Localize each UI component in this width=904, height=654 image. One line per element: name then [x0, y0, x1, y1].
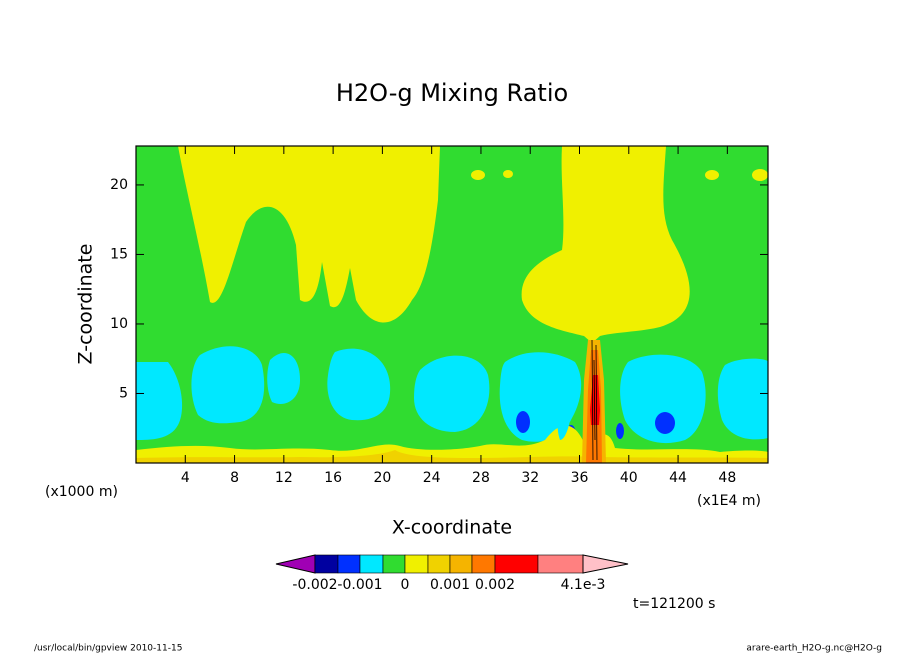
contour-field [136, 146, 768, 463]
contour-fill [705, 170, 719, 180]
colorbar-tick-label: 0.002 [475, 577, 515, 593]
x-tick-label: 20 [373, 470, 391, 486]
contour-fill [521, 146, 690, 343]
y-axis-label: Z-coordinate [75, 244, 97, 365]
x-tick-label: 24 [423, 470, 441, 486]
x-unit-label: (x1000 m) [45, 484, 118, 500]
x-tick-label: 12 [275, 470, 293, 486]
contour-fill [503, 170, 513, 178]
colorbar-extend [582, 554, 629, 574]
colorbar-tick-label: 0.001 [430, 577, 470, 593]
x-tick-label: 44 [669, 470, 687, 486]
x-tick-label: 32 [521, 470, 539, 486]
x-tick-label: 28 [472, 470, 490, 486]
x-tick-label: 40 [620, 470, 638, 486]
colorbar-box [404, 554, 429, 574]
contour-fill [414, 355, 490, 432]
contour-fill [516, 411, 530, 433]
footer: /usr/local/bin/gpview 2010-11-15 [34, 644, 182, 654]
colorbar-box [449, 554, 473, 574]
colorbar-box [382, 554, 406, 574]
colorbar-box [427, 554, 451, 574]
contour-lines [591, 339, 598, 461]
colorbar-extend [275, 554, 316, 574]
y-tick-label: 10 [110, 316, 128, 332]
x-tick-label: 4 [181, 470, 190, 486]
colorbar-tick-label: -0.002 [292, 577, 337, 593]
contour-fill [136, 450, 768, 463]
colorbar-box [314, 554, 339, 574]
contour-fill [620, 354, 706, 444]
x-axis-label: X-coordinate [392, 517, 512, 539]
colorbar-box [537, 554, 584, 574]
x-tick-label: 48 [718, 470, 736, 486]
colorbar-box [494, 554, 539, 574]
time-label: t=121200 s [633, 596, 715, 612]
contour-fill [557, 378, 572, 440]
x-tick-label: 36 [571, 470, 589, 486]
contour-fill [136, 362, 183, 440]
colorbar-tick-label: 4.1e-3 [561, 577, 606, 593]
y-tick-label: 15 [110, 246, 128, 262]
contour-fill [616, 423, 624, 439]
contour-fill [267, 352, 300, 404]
contour-fill [191, 346, 265, 424]
footer: arare-earth_H2O-g.nc@H2O-g [746, 644, 882, 654]
colorbar-box [359, 554, 384, 574]
plot-frame [135, 145, 769, 464]
contour-fill [178, 146, 440, 323]
colorbar-tick-label: 0 [401, 577, 410, 593]
x-tick-label: 16 [324, 470, 342, 486]
contour-fill [752, 169, 768, 181]
colorbar-box [337, 554, 361, 574]
y-tick-label: 5 [119, 385, 128, 401]
colorbar-box [471, 554, 496, 574]
chart-title: H2O-g Mixing Ratio [336, 79, 568, 107]
contour-line [591, 339, 598, 461]
x-unit-label: (x1E4 m) [697, 493, 761, 509]
colorbar-tick-label: -0.001 [337, 577, 382, 593]
contour-fill [136, 425, 768, 463]
contour-fill [655, 412, 675, 434]
contour-fill [471, 170, 485, 180]
x-tick-label: 8 [230, 470, 239, 486]
contour-fill [327, 348, 391, 421]
y-tick-label: 20 [110, 177, 128, 193]
contour-fill [717, 358, 768, 440]
